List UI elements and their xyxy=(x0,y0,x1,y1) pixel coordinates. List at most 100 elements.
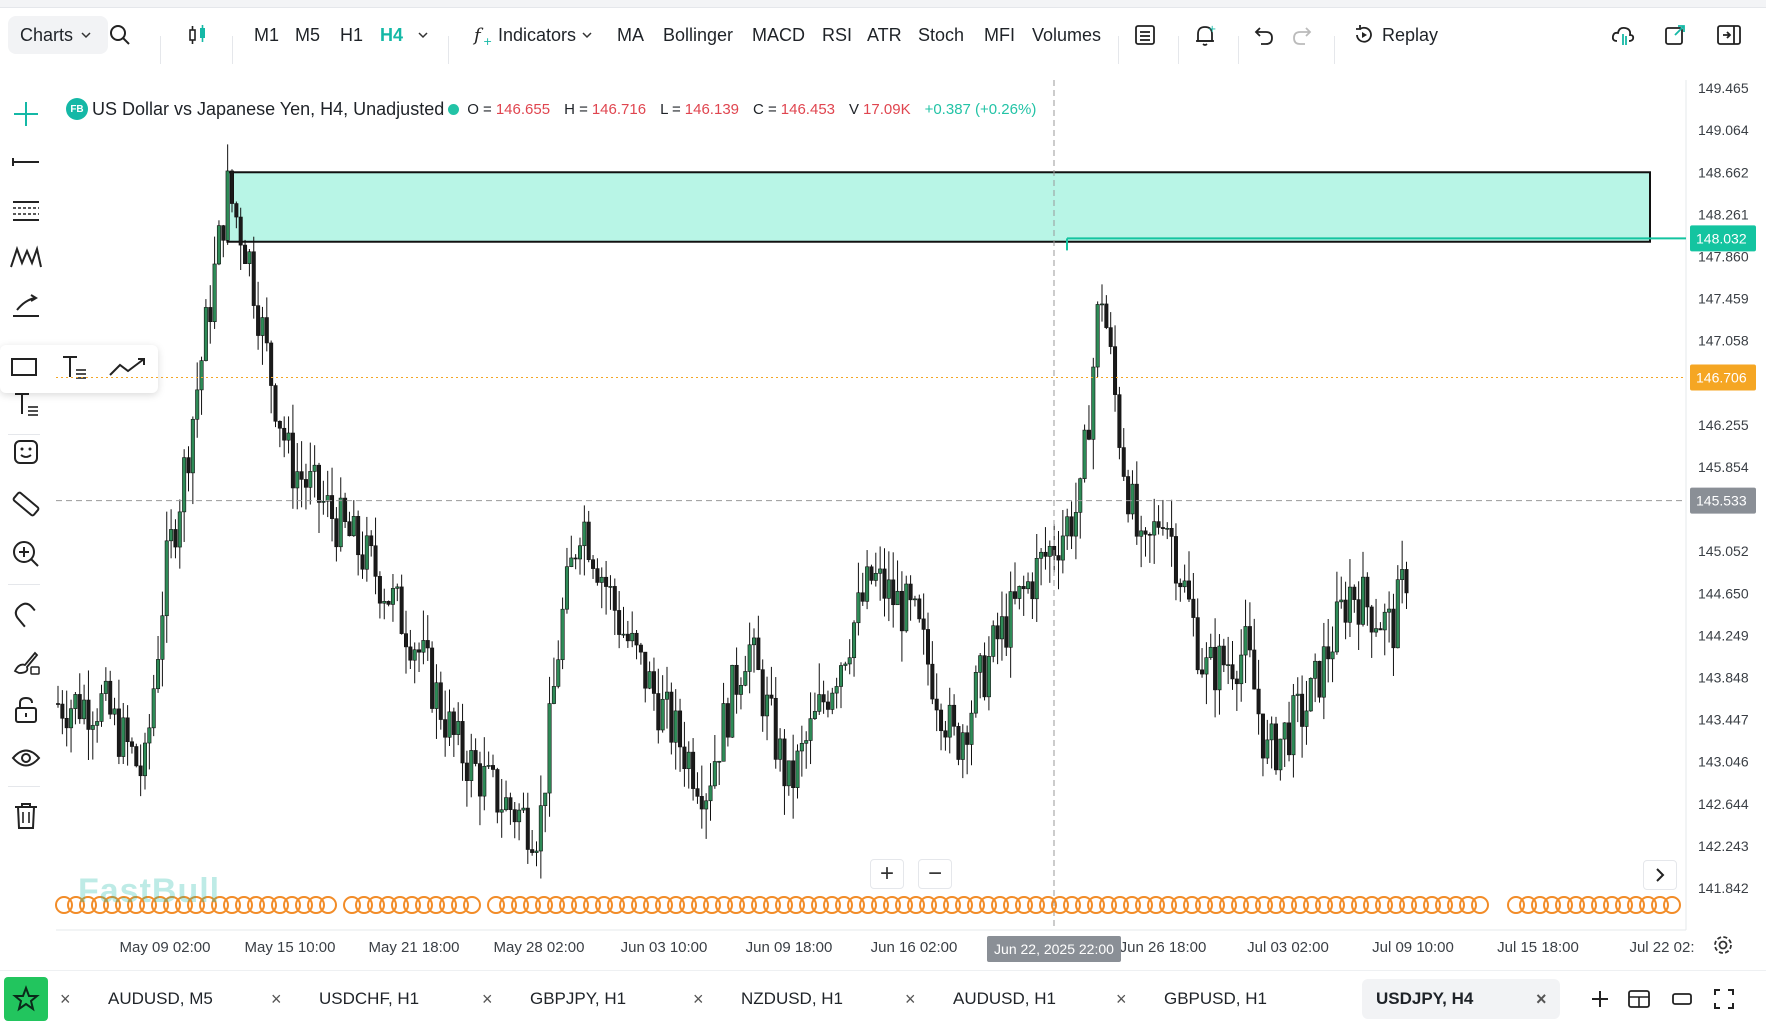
economic-event-marker[interactable] xyxy=(679,896,697,914)
indicator-rsi-button[interactable]: RSI xyxy=(822,24,853,45)
symbol-title[interactable]: US Dollar vs Japanese Yen, H4, Unadjuste… xyxy=(92,98,445,119)
economic-event-marker[interactable] xyxy=(967,896,985,914)
economic-event-marker[interactable] xyxy=(355,896,373,914)
scroll-to-latest-button[interactable] xyxy=(1643,860,1677,890)
indicator-bollinger-button[interactable]: Bollinger xyxy=(663,24,734,45)
economic-event-marker[interactable] xyxy=(1399,896,1417,914)
magnet-icon[interactable] xyxy=(6,594,46,634)
economic-event-marker[interactable] xyxy=(931,896,949,914)
economic-event-marker[interactable] xyxy=(1051,896,1069,914)
trash-icon[interactable] xyxy=(6,796,46,836)
economic-event-marker[interactable] xyxy=(1531,896,1549,914)
economic-event-marker[interactable] xyxy=(1519,896,1537,914)
economic-event-marker[interactable] xyxy=(691,896,709,914)
crosshair-plus-icon[interactable] xyxy=(6,94,46,134)
brush-lock-icon[interactable] xyxy=(6,642,46,682)
economic-event-marker[interactable] xyxy=(1567,896,1585,914)
economic-event-marker[interactable] xyxy=(1231,896,1249,914)
economic-event-marker[interactable] xyxy=(499,896,517,914)
economic-event-marker[interactable] xyxy=(211,896,229,914)
redo-icon[interactable] xyxy=(1290,16,1314,54)
economic-event-marker[interactable] xyxy=(175,896,193,914)
economic-event-marker[interactable] xyxy=(283,896,301,914)
economic-event-marker[interactable] xyxy=(811,896,829,914)
economic-event-marker[interactable] xyxy=(871,896,889,914)
fib-lines-icon[interactable] xyxy=(6,190,46,230)
economic-event-marker[interactable] xyxy=(751,896,769,914)
pattern-icon[interactable] xyxy=(6,238,46,278)
indicator-mfi-button[interactable]: MFI xyxy=(984,24,1015,45)
economic-event-marker[interactable] xyxy=(427,896,445,914)
zoom-out-button[interactable]: − xyxy=(918,859,952,889)
chart-tab[interactable]: × GBPJPY, H1 xyxy=(480,979,680,1019)
economic-event-marker[interactable] xyxy=(151,896,169,914)
economic-event-marker[interactable] xyxy=(1471,896,1489,914)
economic-event-marker[interactable] xyxy=(1027,896,1045,914)
economic-event-marker[interactable] xyxy=(1135,896,1153,914)
close-tab-icon[interactable]: × xyxy=(1116,988,1127,1009)
timeframe-h1-button[interactable]: H1 xyxy=(340,24,364,45)
close-tab-icon[interactable]: × xyxy=(60,988,71,1009)
economic-event-marker[interactable] xyxy=(991,896,1009,914)
economic-event-marker[interactable] xyxy=(1183,896,1201,914)
close-tab-icon[interactable]: × xyxy=(693,988,704,1009)
economic-event-marker[interactable] xyxy=(1555,896,1573,914)
economic-event-marker[interactable] xyxy=(955,896,973,914)
economic-event-marker[interactable] xyxy=(1423,896,1441,914)
replay-button[interactable]: Replay xyxy=(1352,16,1438,54)
economic-event-marker[interactable] xyxy=(451,896,469,914)
economic-event-marker[interactable] xyxy=(907,896,925,914)
economic-event-marker[interactable] xyxy=(1111,896,1129,914)
fullscreen-icon[interactable] xyxy=(1710,985,1738,1013)
economic-event-marker[interactable] xyxy=(1099,896,1117,914)
close-tab-icon[interactable]: × xyxy=(905,988,916,1009)
economic-event-marker[interactable] xyxy=(595,896,613,914)
economic-event-marker[interactable] xyxy=(643,896,661,914)
economic-event-marker[interactable] xyxy=(1603,896,1621,914)
supply-zone-rectangle[interactable] xyxy=(226,171,1651,243)
economic-event-marker[interactable] xyxy=(1591,896,1609,914)
economic-event-marker[interactable] xyxy=(823,896,841,914)
add-tab-icon[interactable] xyxy=(1586,985,1614,1013)
economic-event-marker[interactable] xyxy=(1015,896,1033,914)
economic-event-marker[interactable] xyxy=(847,896,865,914)
economic-event-marker[interactable] xyxy=(667,896,685,914)
search-icon[interactable] xyxy=(108,16,132,54)
economic-event-marker[interactable] xyxy=(1003,896,1021,914)
economic-event-marker[interactable] xyxy=(295,896,313,914)
timeframe-m5-button[interactable]: M5 xyxy=(295,24,321,45)
economic-event-marker[interactable] xyxy=(535,896,553,914)
economic-event-marker[interactable] xyxy=(763,896,781,914)
economic-event-marker[interactable] xyxy=(163,896,181,914)
economic-event-marker[interactable] xyxy=(307,896,325,914)
economic-event-marker[interactable] xyxy=(1039,896,1057,914)
economic-event-marker[interactable] xyxy=(223,896,241,914)
economic-event-marker[interactable] xyxy=(1411,896,1429,914)
object-tree-icon[interactable] xyxy=(1133,16,1157,54)
economic-event-marker[interactable] xyxy=(1303,896,1321,914)
economic-event-marker[interactable] xyxy=(1159,896,1177,914)
economic-event-marker[interactable] xyxy=(895,896,913,914)
economic-event-marker[interactable] xyxy=(235,896,253,914)
economic-event-marker[interactable] xyxy=(1459,896,1477,914)
timeframe-m1-button[interactable]: M1 xyxy=(254,24,280,45)
economic-event-marker[interactable] xyxy=(607,896,625,914)
economic-event-marker[interactable] xyxy=(259,896,277,914)
economic-event-marker[interactable] xyxy=(1579,896,1597,914)
zoom-in-icon[interactable] xyxy=(6,534,46,574)
economic-event-marker[interactable] xyxy=(859,896,877,914)
economic-event-marker[interactable] xyxy=(943,896,961,914)
economic-event-marker[interactable] xyxy=(1447,896,1465,914)
economic-event-marker[interactable] xyxy=(67,896,85,914)
undo-icon[interactable] xyxy=(1252,16,1276,54)
economic-event-marker[interactable] xyxy=(439,896,457,914)
economic-event-marker[interactable] xyxy=(1507,896,1525,914)
economic-event-marker[interactable] xyxy=(115,896,133,914)
economic-event-marker[interactable] xyxy=(1615,896,1633,914)
economic-event-marker[interactable] xyxy=(1147,896,1165,914)
economic-event-marker[interactable] xyxy=(1663,896,1681,914)
economic-event-marker[interactable] xyxy=(1543,896,1561,914)
chart-tab[interactable]: × NZDUSD, H1 xyxy=(691,979,891,1019)
indicator-macd-button[interactable]: MACD xyxy=(752,24,805,45)
economic-event-marker[interactable] xyxy=(247,896,265,914)
